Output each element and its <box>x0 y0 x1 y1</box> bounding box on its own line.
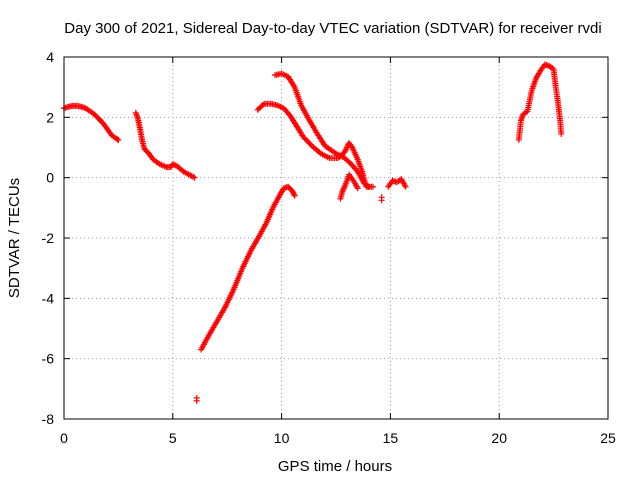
chart-title: Day 300 of 2021, Sidereal Day-to-day VTE… <box>64 20 601 37</box>
y-tick-label: -6 <box>42 351 55 367</box>
data-point <box>365 183 372 190</box>
series-arc-5 <box>272 70 372 190</box>
data-point <box>115 136 122 143</box>
series-isolated-low <box>193 394 200 404</box>
x-tick-label: 15 <box>383 430 399 446</box>
series-arc-3 <box>198 183 298 353</box>
y-tick-label: 4 <box>46 49 54 65</box>
series-arc-1 <box>61 102 122 143</box>
series-isolated-mid <box>378 194 385 204</box>
y-tick-label: 0 <box>46 170 54 186</box>
data-points <box>61 61 565 404</box>
series-arc-6 <box>337 171 361 202</box>
x-tick-label: 0 <box>60 430 68 446</box>
data-point <box>114 136 121 143</box>
y-tick-label: -4 <box>42 290 55 306</box>
x-tick-label: 10 <box>274 430 290 446</box>
x-axis: 0 5 10 15 20 25 <box>60 57 616 446</box>
y-tick-label: -2 <box>42 230 55 246</box>
x-axis-title: GPS time / hours <box>278 458 392 475</box>
y-axis-title: SDTVAR / TECUs <box>6 178 23 298</box>
series-arc-7 <box>385 176 409 190</box>
grid-lines <box>64 57 608 419</box>
x-tick-label: 20 <box>491 430 507 446</box>
data-point <box>291 192 298 199</box>
series-arc-8 <box>515 61 565 143</box>
data-point <box>354 185 361 192</box>
data-point <box>191 174 198 181</box>
y-axis: -8 -6 -4 -2 0 2 4 <box>42 49 608 427</box>
data-point <box>378 194 385 201</box>
y-tick-label: 2 <box>46 109 54 125</box>
x-tick-label: 25 <box>600 430 616 446</box>
data-point <box>259 101 266 108</box>
data-point <box>402 183 409 190</box>
x-tick-label: 5 <box>169 430 177 446</box>
data-point <box>193 394 200 401</box>
y-tick-label: -8 <box>42 411 55 427</box>
data-point <box>346 159 353 166</box>
series-arc-4 <box>254 100 376 190</box>
series-arc-2 <box>132 109 198 181</box>
data-point <box>558 130 565 137</box>
